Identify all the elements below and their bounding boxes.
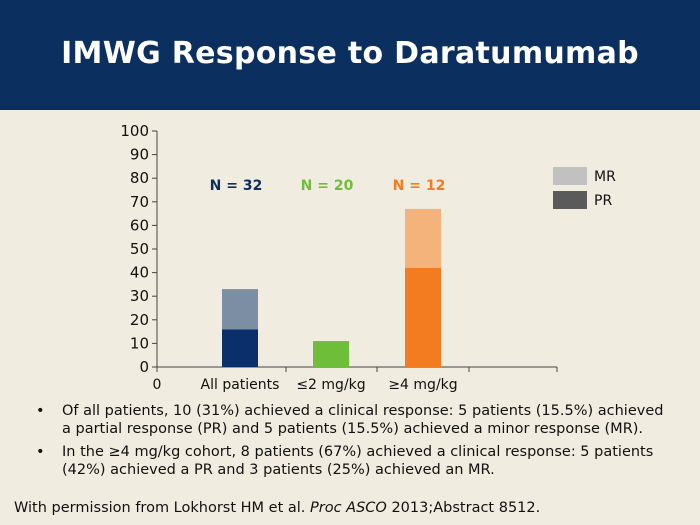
n-annotation: N = 32	[210, 178, 263, 194]
y-tick-label: 40	[130, 264, 149, 282]
y-tick-label: 50	[130, 240, 149, 258]
chart-axes: 0 10 20 30 40 50 60 70 80 90 100 0 All patients ≤2 mg…	[120, 122, 558, 393]
bar-mr	[222, 289, 258, 330]
bar-mr	[405, 208, 441, 268]
slide-title: IMWG Response to Daratumumab	[61, 36, 639, 71]
bullet-item-2: • In the ≥4 mg/kg cohort, 8 patients (67…	[36, 443, 676, 479]
chart-bars	[222, 208, 441, 367]
y-tick-label: 30	[130, 287, 149, 305]
bullet-text-2: In the ≥4 mg/kg cohort, 8 patients (67%)…	[62, 444, 654, 478]
y-tick-label: 60	[130, 216, 149, 234]
n-annotation: N = 12	[393, 178, 446, 194]
chart-labels: N = 32 N = 20 N = 12	[210, 178, 446, 194]
y-tick-label: 90	[130, 146, 149, 164]
legend-label: PR	[594, 193, 612, 209]
chart-legend: MR PR	[553, 167, 616, 209]
y-tick-label: 0	[139, 358, 149, 376]
bar-pr	[222, 329, 258, 367]
y-tick-label: 100	[120, 122, 149, 140]
bar-pr	[405, 267, 441, 367]
bullet-list: • Of all patients, 10 (31%) achieved a c…	[36, 402, 676, 484]
footnote-prefix: With permission from Lokhorst HM et al.	[14, 500, 311, 516]
response-chart: 0 10 20 30 40 50 60 70 80 90 100 0 All patients ≤2 mg…	[120, 122, 616, 393]
x-origin-label: 0	[153, 377, 162, 393]
bar-pr	[313, 341, 349, 367]
y-tick-label: 10	[130, 334, 149, 352]
y-tick-label: 80	[130, 169, 149, 187]
y-tick-label: 20	[130, 311, 149, 329]
bullet-symbol: •	[36, 444, 45, 460]
legend-swatch	[553, 191, 587, 209]
y-tick-label: 70	[130, 193, 149, 211]
legend-swatch	[553, 167, 587, 185]
bullet-symbol: •	[36, 403, 45, 419]
x-tick-label: All patients	[201, 377, 280, 393]
n-annotation: N = 20	[301, 178, 354, 194]
x-tick-label: ≤2 mg/kg	[296, 377, 365, 393]
x-tick-label: ≥4 mg/kg	[388, 377, 457, 393]
footnote-suffix: 2013;Abstract 8512.	[386, 500, 541, 516]
bullet-text-1: Of all patients, 10 (31%) achieved a cli…	[62, 403, 664, 437]
footnote: With permission from Lokhorst HM et al. …	[14, 500, 540, 516]
footnote-journal: Proc ASCO	[310, 500, 387, 516]
legend-label: MR	[594, 169, 616, 185]
title-bar: IMWG Response to Daratumumab	[0, 0, 700, 110]
bullet-item-1: • Of all patients, 10 (31%) achieved a c…	[36, 402, 676, 438]
